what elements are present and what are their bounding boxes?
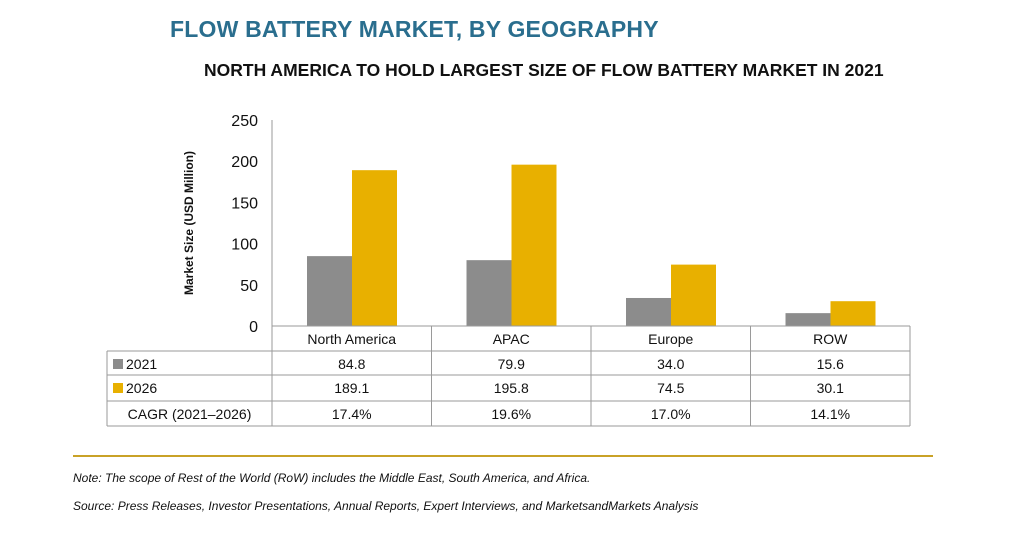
- x-tick-label: North America: [307, 331, 396, 347]
- bar-2021-0: [307, 256, 352, 326]
- data-label: 79.9: [498, 356, 525, 372]
- cagr-value: 19.6%: [491, 406, 531, 422]
- data-label: 30.1: [817, 380, 844, 396]
- source-text: Source: Press Releases, Investor Present…: [73, 499, 699, 513]
- bar-2021-3: [785, 313, 831, 326]
- x-tick-label: APAC: [493, 331, 530, 347]
- y-tick-label: 0: [249, 319, 258, 336]
- bar-2026-1: [511, 164, 557, 326]
- data-label: 74.5: [657, 380, 684, 396]
- data-label: 34.0: [657, 356, 684, 372]
- bar-2026-2: [671, 264, 716, 326]
- x-tick-label: ROW: [813, 331, 848, 347]
- x-tick-label: Europe: [648, 331, 693, 347]
- cagr-value: 14.1%: [810, 406, 850, 422]
- legend-label: 2021: [126, 356, 157, 372]
- bar-2026-0: [352, 170, 397, 326]
- bar-2026-3: [830, 301, 876, 326]
- data-label: 189.1: [334, 380, 369, 396]
- data-label: 84.8: [338, 356, 365, 372]
- bar-2021-1: [466, 260, 512, 326]
- bar-2021-2: [626, 297, 671, 326]
- divider-rule: [73, 455, 933, 457]
- chart-subtitle: NORTH AMERICA TO HOLD LARGEST SIZE OF FL…: [204, 60, 884, 80]
- data-label: 15.6: [817, 356, 844, 372]
- chart-title: FLOW BATTERY MARKET, BY GEOGRAPHY: [170, 16, 659, 42]
- cagr-value: 17.4%: [332, 406, 372, 422]
- y-axis-label: Market Size (USD Million): [182, 151, 196, 295]
- data-label: 195.8: [494, 380, 529, 396]
- note-text: Note: The scope of Rest of the World (Ro…: [73, 471, 591, 485]
- cagr-value: 17.0%: [651, 406, 691, 422]
- y-tick-label: 100: [231, 237, 258, 254]
- cagr-row-label: CAGR (2021–2026): [128, 406, 252, 422]
- legend-swatch-2021: [113, 359, 123, 369]
- y-tick-label: 150: [231, 195, 258, 212]
- y-tick-label: 200: [231, 154, 258, 171]
- legend-swatch-2026: [113, 383, 123, 393]
- y-tick-label: 250: [231, 113, 258, 130]
- y-tick-label: 50: [240, 278, 258, 295]
- legend-label: 2026: [126, 380, 157, 396]
